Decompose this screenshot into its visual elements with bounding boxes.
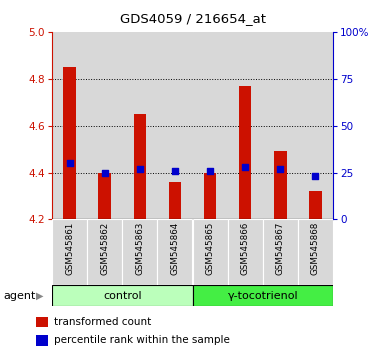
Point — [242, 164, 248, 170]
Point — [207, 168, 213, 173]
Bar — [228, 219, 263, 285]
Point — [277, 166, 283, 172]
Text: agent: agent — [4, 291, 36, 301]
Text: GDS4059 / 216654_at: GDS4059 / 216654_at — [119, 12, 266, 25]
Bar — [204, 172, 216, 219]
Bar — [122, 219, 157, 285]
Bar — [134, 114, 146, 219]
Text: GSM545864: GSM545864 — [171, 222, 179, 275]
Text: GSM545861: GSM545861 — [65, 222, 74, 275]
Point — [67, 160, 73, 166]
Bar — [192, 219, 228, 285]
Text: GSM545865: GSM545865 — [206, 222, 214, 275]
Bar — [263, 32, 298, 219]
Text: GSM545863: GSM545863 — [135, 222, 144, 275]
Bar — [36, 316, 48, 327]
Text: GSM545867: GSM545867 — [276, 222, 285, 275]
Bar — [87, 219, 122, 285]
Bar — [169, 182, 181, 219]
Text: GSM545866: GSM545866 — [241, 222, 250, 275]
Text: γ-tocotrienol: γ-tocotrienol — [228, 291, 298, 301]
Bar — [298, 219, 333, 285]
Bar — [157, 219, 192, 285]
Bar — [263, 219, 298, 285]
Bar — [274, 152, 286, 219]
Bar — [52, 285, 192, 306]
Text: ▶: ▶ — [36, 291, 43, 301]
Bar — [52, 32, 87, 219]
Point — [102, 170, 108, 175]
Bar — [87, 32, 122, 219]
Bar — [239, 86, 251, 219]
Bar — [309, 191, 322, 219]
Bar — [122, 32, 157, 219]
Bar — [99, 172, 111, 219]
Point — [137, 166, 143, 172]
Text: GSM545868: GSM545868 — [311, 222, 320, 275]
Point — [172, 168, 178, 173]
Text: percentile rank within the sample: percentile rank within the sample — [54, 336, 229, 346]
Bar — [63, 67, 76, 219]
Text: control: control — [103, 291, 142, 301]
Bar — [192, 32, 228, 219]
Point — [312, 173, 318, 179]
Bar — [192, 285, 333, 306]
Bar — [36, 335, 48, 346]
Bar — [52, 219, 87, 285]
Bar — [228, 32, 263, 219]
Text: transformed count: transformed count — [54, 317, 151, 327]
Bar — [157, 32, 192, 219]
Bar — [298, 32, 333, 219]
Text: GSM545862: GSM545862 — [100, 222, 109, 275]
